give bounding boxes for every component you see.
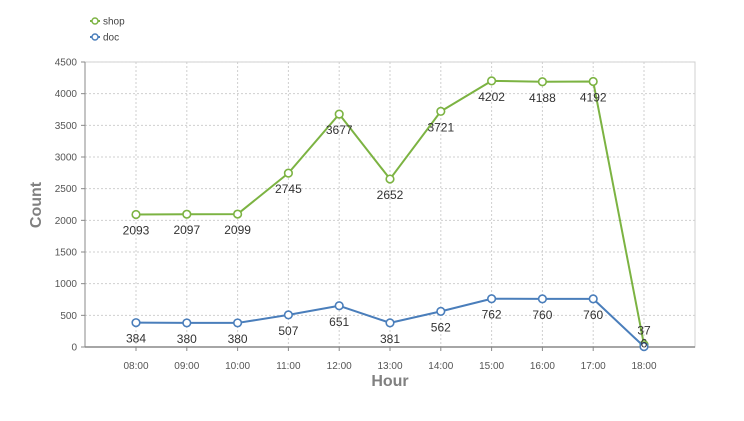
data-point-shop[interactable] <box>487 76 497 86</box>
y-tick-label: 1500 <box>55 248 78 259</box>
x-tick-label: 11:00 <box>276 361 301 372</box>
data-point-shop[interactable] <box>283 168 294 178</box>
legend-label-doc: doc <box>103 33 119 44</box>
grid-layer <box>84 61 696 348</box>
data-label-shop: 4188 <box>529 91 556 105</box>
data-point-doc[interactable] <box>233 318 243 328</box>
y-tick-label: 3500 <box>55 121 78 132</box>
data-point-shop[interactable] <box>182 209 192 219</box>
data-point-doc[interactable] <box>436 306 446 317</box>
data-point-doc[interactable] <box>334 301 344 311</box>
data-label-doc: 380 <box>177 332 197 346</box>
data-label-shop: 2097 <box>173 223 200 237</box>
x-tick-label: 16:00 <box>530 361 555 372</box>
data-point-doc[interactable] <box>588 294 598 304</box>
x-tick-label: 15:00 <box>479 361 504 372</box>
data-point-doc[interactable] <box>283 310 294 320</box>
data-label-doc: 762 <box>482 308 502 322</box>
y-tick-label: 4500 <box>55 58 78 69</box>
y-tick-label: 0 <box>71 343 77 354</box>
series-line-shop <box>135 79 645 345</box>
data-label-shop: 4202 <box>478 90 505 104</box>
x-tick-label: 14:00 <box>428 361 453 372</box>
data-label-shop: 37 <box>637 324 651 338</box>
data-point-shop[interactable] <box>385 174 395 184</box>
data-point-doc[interactable] <box>639 342 649 352</box>
y-tick-label: 500 <box>60 311 77 322</box>
data-point-shop[interactable] <box>131 209 141 220</box>
data-label-doc: 380 <box>228 332 248 346</box>
data-label-shop: 3721 <box>427 120 454 134</box>
y-tick-label: 3000 <box>55 153 78 164</box>
y-tick-label: 4000 <box>55 89 78 100</box>
data-label-doc: 381 <box>380 332 400 346</box>
x-tick-label: 12:00 <box>327 361 352 372</box>
data-label-doc: 760 <box>583 308 603 322</box>
plot-area <box>84 61 696 348</box>
data-point-doc[interactable] <box>537 294 548 304</box>
data-label-shop: 2093 <box>123 223 150 237</box>
data-point-doc[interactable] <box>182 318 192 328</box>
legend-marker-doc <box>91 33 99 41</box>
y-tick-label: 2500 <box>55 184 78 195</box>
legend-marker-shop <box>91 17 99 25</box>
x-axis-title: Hour <box>371 373 408 390</box>
axis-layer: 0 500 1000 1500 2000 2500 3000 3500 4000 4500 08:0… <box>55 58 695 372</box>
x-tick-label: 10:00 <box>225 361 250 372</box>
y-tick-label: 1000 <box>55 279 78 290</box>
data-label-shop: 2099 <box>224 223 251 237</box>
data-label-doc: 760 <box>532 308 552 322</box>
data-point-shop[interactable] <box>334 109 344 119</box>
legend: shop doc <box>90 17 125 44</box>
legend-label-shop: shop <box>103 17 125 28</box>
x-tick-label: 13:00 <box>377 361 402 372</box>
x-tick-label: 17:00 <box>581 361 606 372</box>
x-tick-label: 09:00 <box>174 361 199 372</box>
x-tick-label: 08:00 <box>123 361 148 372</box>
x-tick-label: 18:00 <box>631 361 656 372</box>
data-label-doc: 507 <box>278 324 298 338</box>
data-label-doc: 6 <box>641 337 648 351</box>
series-layer <box>131 76 649 352</box>
data-point-shop[interactable] <box>233 209 243 219</box>
y-tick-label: 2000 <box>55 216 78 227</box>
data-point-doc[interactable] <box>131 318 141 328</box>
data-point-shop[interactable] <box>537 77 548 87</box>
data-point-doc[interactable] <box>385 318 395 328</box>
data-label-doc: 384 <box>126 332 146 346</box>
data-label-shop: 2745 <box>275 182 302 196</box>
data-point-shop[interactable] <box>436 106 446 116</box>
data-point-doc[interactable] <box>487 294 497 304</box>
data-point-shop[interactable] <box>588 76 598 87</box>
data-label-doc: 562 <box>431 320 451 334</box>
data-label-shop: 4192 <box>580 91 607 105</box>
data-label-doc: 651 <box>329 315 349 329</box>
data-label-shop: 3677 <box>326 123 353 137</box>
data-label-shop: 2652 <box>377 188 404 202</box>
y-axis-title: Count <box>28 181 45 228</box>
data-label-layer: 2093 2097 2099 2745 3677 2652 3721 4202 4188 4192… <box>123 90 651 351</box>
